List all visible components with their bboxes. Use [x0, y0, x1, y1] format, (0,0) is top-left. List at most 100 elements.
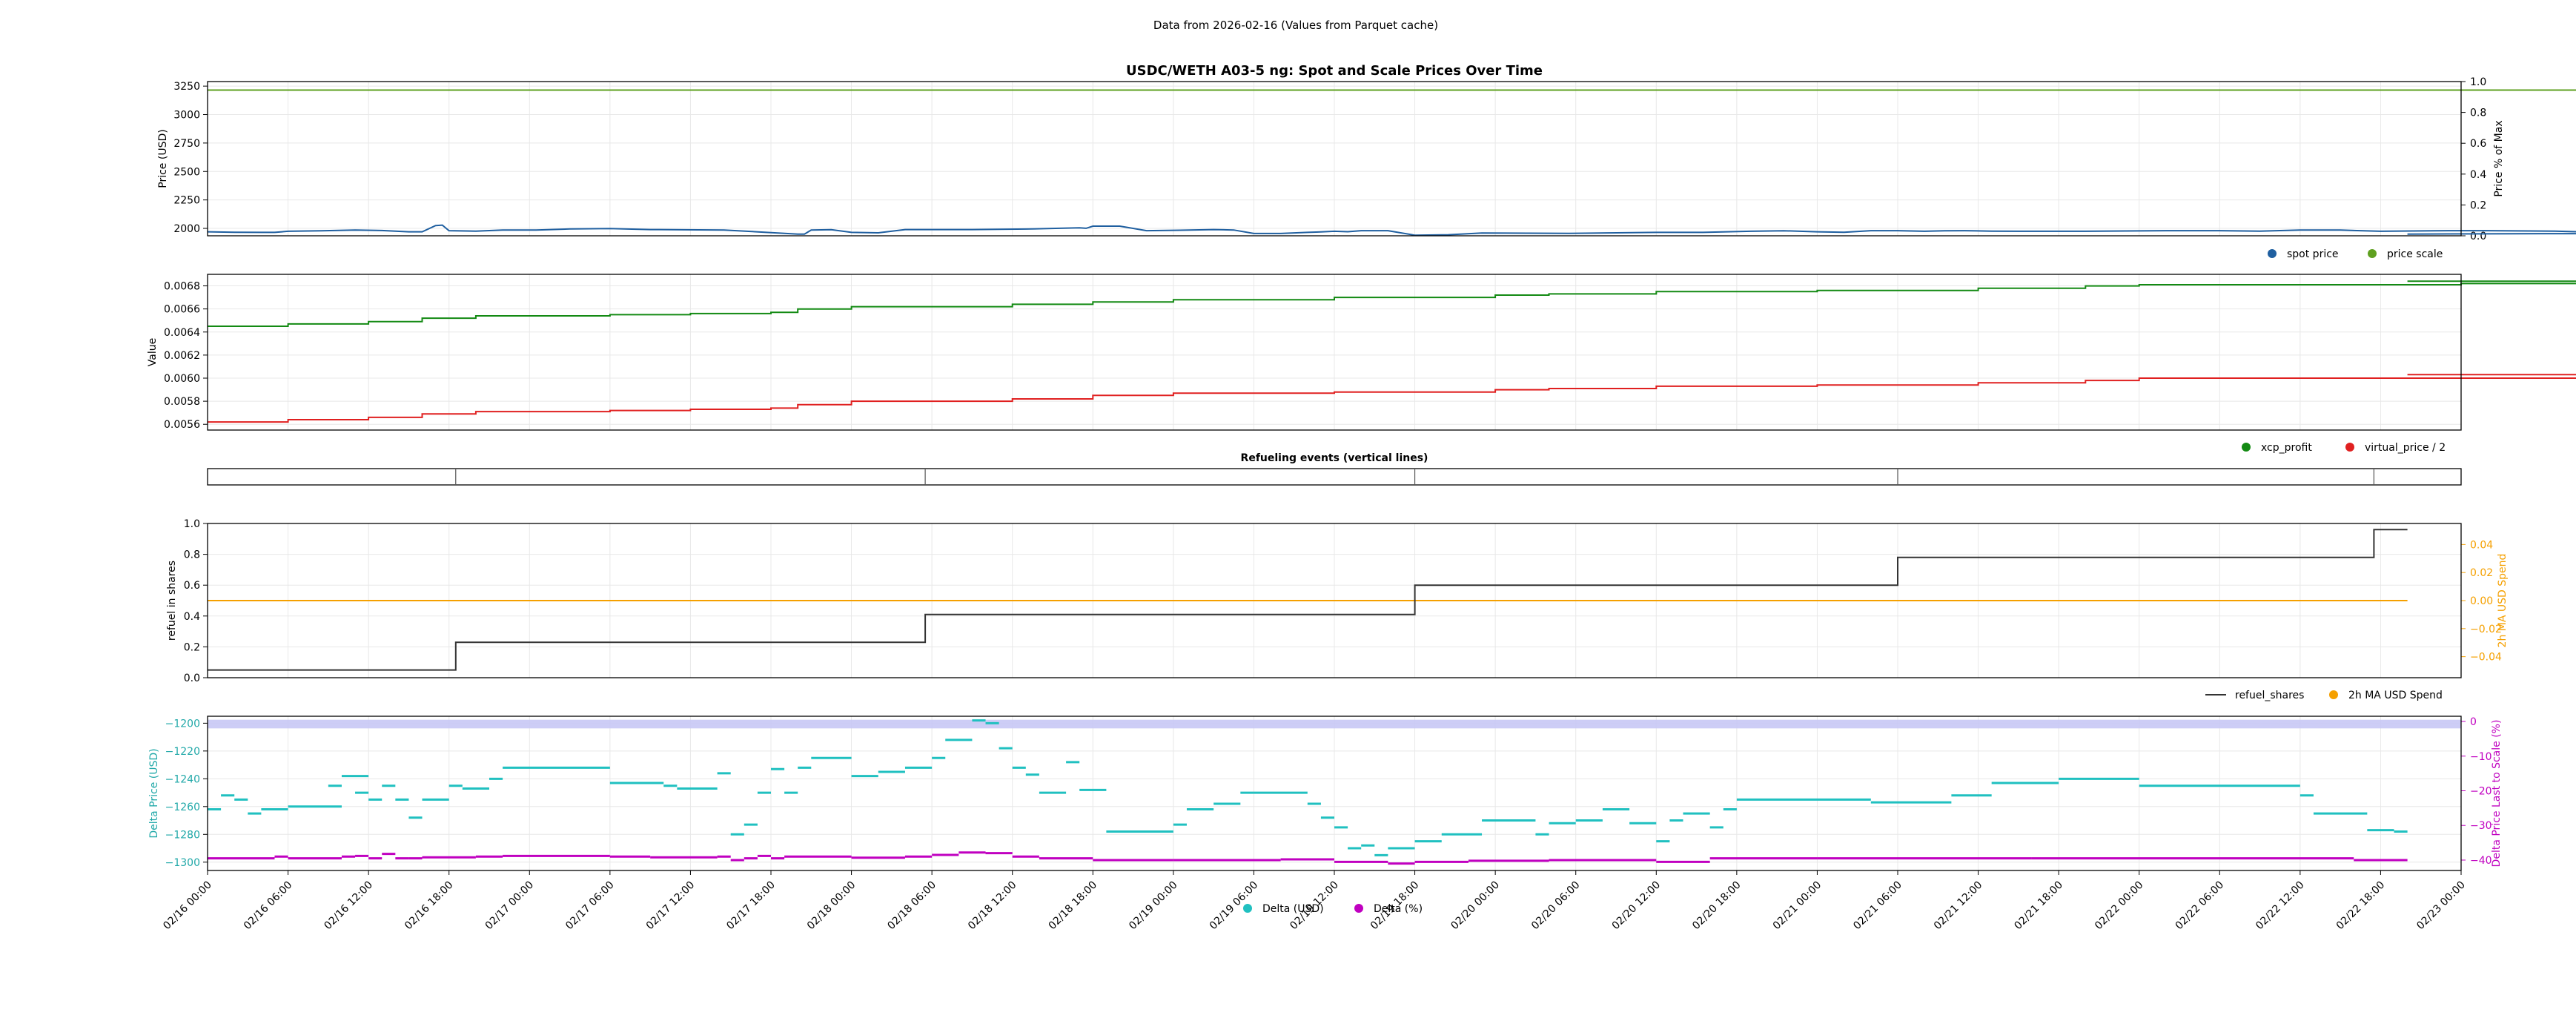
x-tick-label: 02/18 18:00 [1047, 879, 1100, 933]
refuel-axis-label: refuel in shares [166, 561, 178, 641]
price-axis-tick-label: 3250 [173, 81, 200, 93]
refuel-legend-marker [2329, 690, 2338, 699]
value-axis-tick-label: 0.0062 [164, 350, 200, 362]
delta-legend-marker [1354, 904, 1363, 913]
x-tick-label: 02/21 12:00 [1932, 879, 1985, 933]
delta-usd-axis-tick-label: −1280 [165, 829, 200, 841]
delta-pct-axis-tick-label: −10 [2470, 751, 2492, 763]
x-tick-label: 02/20 06:00 [1529, 879, 1583, 933]
x-tick-label: 02/22 06:00 [2173, 879, 2227, 933]
price-panel-frame [207, 81, 2462, 237]
x-tick-label: 02/20 18:00 [1690, 879, 1744, 933]
x-tick-label: 02/22 18:00 [2334, 879, 2388, 933]
value-legend-label: virtual_price / 2 [2365, 442, 2446, 454]
price-axis-tick-label: 2500 [173, 166, 200, 178]
pct-axis-tick-label: 0.0 [2470, 231, 2486, 242]
x-tick-label: 02/21 00:00 [1771, 879, 1824, 933]
x-tick-label: 02/22 00:00 [2093, 879, 2146, 933]
price-legend-label: spot price [2287, 248, 2339, 260]
ma-axis-tick-label: 0.02 [2470, 567, 2493, 579]
refuel-shares-line [208, 529, 2408, 671]
x-tick-label: 02/19 06:00 [1208, 879, 1261, 933]
refuel-axis-tick-label: 0.8 [184, 549, 200, 561]
price-axis-tick-label: 2250 [173, 195, 200, 207]
price-axis-tick-label: 3000 [173, 110, 200, 122]
pct-axis-tick-label: 0.4 [2470, 169, 2486, 181]
delta-legend-label: Delta (USD) [1262, 903, 1324, 915]
price-legend-marker [2368, 249, 2377, 258]
delta-pct-axis-tick-label: 0 [2470, 716, 2477, 728]
ma-axis-tick-label: 0.00 [2470, 595, 2493, 607]
refuel-events-frame [207, 468, 2462, 486]
value-axis-tick-label: 0.0066 [164, 304, 200, 316]
x-tick-label: 02/17 00:00 [483, 879, 537, 933]
x-tick-label: 02/16 00:00 [161, 879, 214, 933]
delta-pct-axis-tick-label: −30 [2470, 820, 2492, 832]
delta-legend-marker [1243, 904, 1252, 913]
value-axis-tick-label: 0.0056 [164, 419, 200, 431]
virtual-price-line [208, 374, 2576, 423]
price-legend-marker [2268, 249, 2277, 258]
scale-band [208, 719, 2461, 729]
value-axis-tick-label: 0.0060 [164, 373, 200, 385]
x-tick-label: 02/22 12:00 [2254, 879, 2307, 933]
value-axis-tick-label: 0.0058 [164, 396, 200, 408]
refuel-title: Refueling events (vertical lines) [1241, 452, 1428, 464]
delta-usd-axis-tick-label: −1200 [165, 718, 200, 730]
pct-axis-tick-label: 0.2 [2470, 199, 2486, 211]
refuel-axis-tick-label: 0.2 [184, 641, 200, 653]
x-tick-label: 02/16 12:00 [322, 879, 375, 933]
refuel-axis-tick-label: 0.0 [184, 673, 200, 684]
price-axis-tick-label: 2000 [173, 223, 200, 235]
x-tick-label: 02/16 06:00 [242, 879, 295, 933]
pct-axis-tick-label: 0.6 [2470, 138, 2486, 150]
refuel-axis-tick-label: 1.0 [184, 518, 200, 530]
x-tick-label: 02/23 00:00 [2414, 879, 2468, 933]
header-note: Data from 2026-02-16 (Values from Parque… [1153, 19, 1438, 32]
value-axis-tick-label: 0.0064 [164, 327, 200, 339]
x-tick-label: 02/21 18:00 [2012, 879, 2065, 933]
x-tick-label: 02/20 00:00 [1448, 879, 1502, 933]
delta-usd-axis-label: Delta Price (USD) [148, 748, 160, 838]
x-tick-label: 02/18 00:00 [805, 879, 858, 933]
chart-title: USDC/WETH A03-5 ng: Spot and Scale Price… [1126, 63, 1543, 79]
price-axis-tick-label: 2750 [173, 138, 200, 150]
pct-axis-tick-label: 1.0 [2470, 76, 2486, 88]
delta-pct-axis-label: Delta Price Last to Scale (%) [2491, 720, 2503, 868]
delta-usd-axis-tick-label: −1300 [165, 857, 200, 869]
ma-axis-tick-label: −0.02 [2470, 624, 2502, 635]
price-axis-label: Price (USD) [157, 129, 169, 188]
price-legend-label: price scale [2387, 248, 2443, 260]
pct-axis-tick-label: 0.8 [2470, 108, 2486, 119]
refuel-legend-label: refuel_shares [2235, 690, 2304, 701]
pct-axis-label: Price % of Max [2493, 120, 2505, 196]
delta-pct-axis-tick-label: −20 [2470, 785, 2492, 797]
value-panel-frame [207, 274, 2462, 431]
x-tick-label: 02/18 12:00 [966, 879, 1019, 933]
refuel-axis-tick-label: 0.6 [184, 580, 200, 592]
x-tick-label: 02/17 12:00 [644, 879, 698, 933]
value-axis-label: Value [147, 338, 159, 366]
value-legend-label: xcp_profit [2261, 442, 2312, 454]
value-legend-marker [2345, 443, 2354, 452]
delta-usd-axis-tick-label: −1220 [165, 746, 200, 758]
delta-usd-axis-tick-label: −1240 [165, 773, 200, 785]
x-tick-label: 02/20 12:00 [1610, 879, 1663, 933]
refuel-legend-label: 2h MA USD Spend [2348, 690, 2443, 701]
x-tick-label: 02/18 06:00 [885, 879, 938, 933]
spot-price-line [207, 224, 2576, 237]
xcp-profit-line [208, 280, 2576, 327]
x-tick-label: 02/17 06:00 [563, 879, 617, 933]
refuel-axis-tick-label: 0.4 [184, 611, 200, 623]
x-tick-label: 02/19 00:00 [1127, 879, 1180, 933]
x-tick-label: 02/21 06:00 [1851, 879, 1904, 933]
ma-axis-tick-label: 0.04 [2470, 539, 2493, 551]
refuel-panel-frame [207, 523, 2462, 678]
delta-usd-axis-tick-label: −1260 [165, 802, 200, 813]
ma-axis-label: 2h MA USD Spend [2497, 554, 2509, 648]
ma-axis-tick-label: −0.04 [2470, 652, 2502, 664]
x-tick-label: 02/17 18:00 [724, 879, 778, 933]
value-legend-marker [2242, 443, 2251, 452]
value-axis-tick-label: 0.0068 [164, 281, 200, 293]
